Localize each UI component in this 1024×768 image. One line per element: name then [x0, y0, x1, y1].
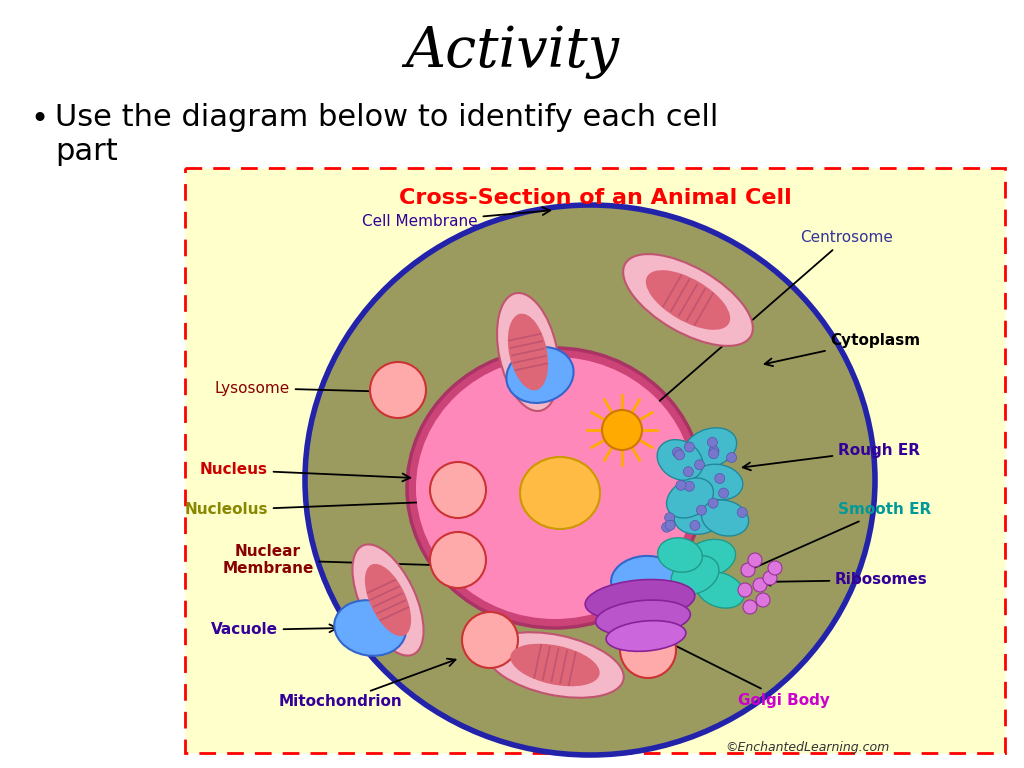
- Ellipse shape: [606, 621, 686, 651]
- Circle shape: [665, 513, 675, 523]
- Circle shape: [719, 488, 728, 498]
- Text: Ribosomes: Ribosomes: [763, 572, 928, 588]
- Text: Golgi Body: Golgi Body: [665, 641, 829, 707]
- Circle shape: [673, 447, 682, 458]
- Ellipse shape: [585, 580, 695, 621]
- Circle shape: [370, 362, 426, 418]
- Circle shape: [741, 563, 755, 577]
- Ellipse shape: [596, 600, 690, 636]
- Circle shape: [727, 452, 736, 462]
- Ellipse shape: [520, 457, 600, 529]
- Circle shape: [620, 622, 676, 678]
- Circle shape: [709, 449, 719, 458]
- Ellipse shape: [646, 270, 730, 329]
- Ellipse shape: [657, 439, 702, 480]
- Ellipse shape: [695, 572, 744, 608]
- Circle shape: [683, 467, 693, 477]
- Ellipse shape: [352, 545, 424, 656]
- Circle shape: [763, 571, 777, 585]
- Ellipse shape: [486, 632, 624, 698]
- Text: Lysosome: Lysosome: [215, 380, 395, 396]
- Ellipse shape: [683, 428, 736, 468]
- Text: Cross-Section of an Animal Cell: Cross-Section of an Animal Cell: [398, 188, 792, 208]
- Circle shape: [708, 498, 718, 508]
- Circle shape: [748, 553, 762, 567]
- Circle shape: [756, 593, 770, 607]
- Ellipse shape: [510, 644, 600, 687]
- Bar: [185, 168, 1005, 753]
- Ellipse shape: [684, 539, 735, 577]
- Ellipse shape: [671, 555, 719, 594]
- Circle shape: [737, 508, 748, 518]
- Ellipse shape: [334, 601, 406, 656]
- Ellipse shape: [667, 478, 714, 518]
- Circle shape: [676, 480, 686, 490]
- Circle shape: [753, 578, 767, 592]
- Circle shape: [709, 446, 719, 456]
- Text: Cytoplasm: Cytoplasm: [765, 333, 921, 366]
- Circle shape: [462, 612, 518, 668]
- Circle shape: [430, 532, 486, 588]
- Circle shape: [684, 442, 694, 452]
- Ellipse shape: [407, 348, 703, 628]
- Ellipse shape: [701, 500, 749, 536]
- Text: •: •: [30, 105, 48, 134]
- Text: Cell Membrane: Cell Membrane: [362, 207, 550, 230]
- Ellipse shape: [497, 293, 559, 411]
- Ellipse shape: [365, 564, 411, 636]
- Ellipse shape: [611, 556, 679, 604]
- Text: Centrosome: Centrosome: [644, 230, 893, 415]
- Text: Rough ER: Rough ER: [742, 442, 920, 470]
- Ellipse shape: [416, 357, 694, 619]
- Circle shape: [738, 583, 752, 597]
- Text: Smooth ER: Smooth ER: [742, 502, 931, 574]
- Text: Nucleus: Nucleus: [200, 462, 411, 482]
- Text: Activity: Activity: [406, 25, 618, 79]
- Circle shape: [675, 450, 685, 460]
- Text: Nucleolus: Nucleolus: [184, 495, 525, 518]
- Circle shape: [768, 561, 782, 575]
- Circle shape: [430, 462, 486, 518]
- Circle shape: [708, 437, 718, 447]
- Ellipse shape: [508, 313, 548, 390]
- Circle shape: [690, 521, 700, 531]
- Text: Vacuole: Vacuole: [211, 623, 337, 637]
- Text: Use the diagram below to identify each cell
part: Use the diagram below to identify each c…: [55, 103, 719, 166]
- Text: ©EnchantedLearning.com: ©EnchantedLearning.com: [726, 741, 890, 754]
- Circle shape: [743, 600, 757, 614]
- Text: Nuclear
Membrane: Nuclear Membrane: [222, 544, 460, 576]
- Ellipse shape: [624, 254, 753, 346]
- Circle shape: [666, 520, 675, 530]
- Circle shape: [694, 460, 705, 470]
- Circle shape: [696, 505, 707, 515]
- Circle shape: [715, 474, 725, 484]
- Ellipse shape: [507, 347, 573, 403]
- Circle shape: [684, 482, 694, 492]
- Circle shape: [662, 522, 672, 532]
- Circle shape: [602, 410, 642, 450]
- Ellipse shape: [693, 464, 742, 500]
- Ellipse shape: [674, 498, 726, 535]
- Ellipse shape: [657, 538, 702, 572]
- Ellipse shape: [305, 205, 874, 755]
- Text: Mitochondrion: Mitochondrion: [279, 659, 456, 710]
